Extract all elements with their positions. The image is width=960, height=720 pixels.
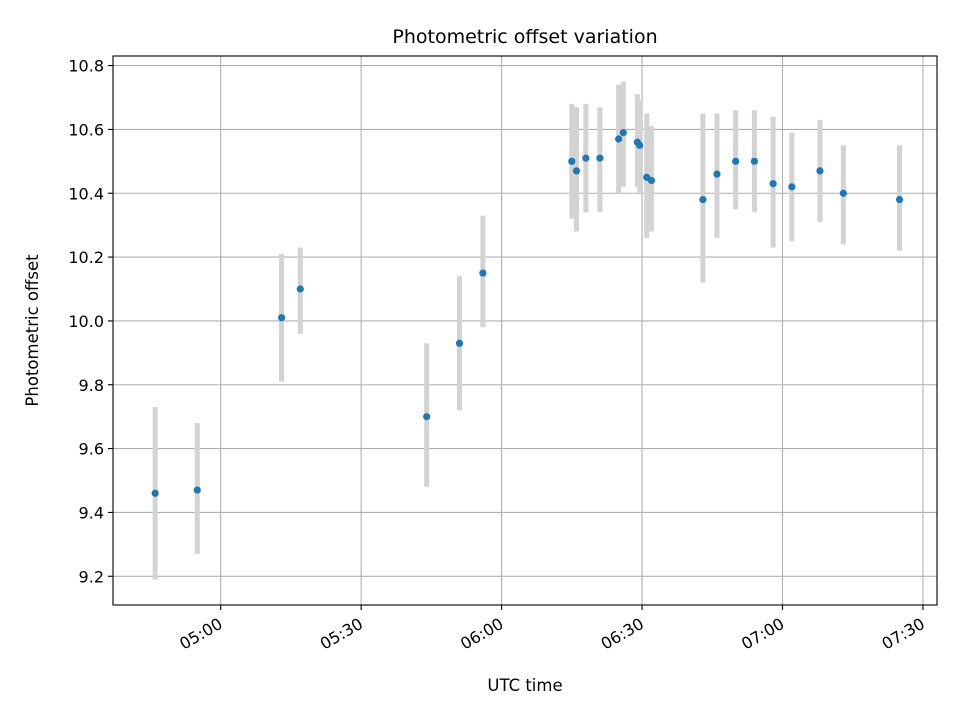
data-point <box>732 157 740 165</box>
chart-title: Photometric offset variation <box>392 26 657 48</box>
data-point <box>296 285 304 293</box>
x-axis-label: UTC time <box>487 676 562 695</box>
data-point <box>568 157 576 165</box>
y-tick-label: 10.6 <box>68 120 104 139</box>
data-point <box>615 135 623 143</box>
y-tick-label: 10.0 <box>68 312 104 331</box>
y-tick-label: 10.2 <box>68 248 104 267</box>
data-point <box>479 269 487 277</box>
data-point <box>839 189 847 197</box>
data-point <box>619 129 627 137</box>
data-point <box>455 339 464 347</box>
y-tick-label: 10.4 <box>68 184 104 203</box>
data-point <box>423 413 431 421</box>
data-point <box>895 196 904 204</box>
y-axis-label: Photometric offset <box>23 254 42 407</box>
grid-lines <box>113 56 937 605</box>
data-point <box>572 167 581 175</box>
y-tick-label: 10.8 <box>68 57 104 76</box>
y-tick-label: 9.4 <box>79 503 104 522</box>
data-point <box>596 154 604 162</box>
y-tick-label: 9.6 <box>79 440 104 459</box>
data-point <box>769 180 777 188</box>
data-point <box>750 157 759 165</box>
data-point <box>788 183 796 191</box>
y-tick-label: 9.2 <box>79 567 104 586</box>
plot-area-frame <box>112 55 938 606</box>
data-point <box>699 196 707 204</box>
data-point <box>193 486 201 494</box>
data-points <box>151 129 904 497</box>
data-point <box>713 170 721 178</box>
data-point <box>816 167 824 175</box>
data-point <box>647 176 656 185</box>
data-point <box>582 154 590 162</box>
data-point <box>636 141 644 149</box>
y-tick-label: 9.8 <box>79 376 104 395</box>
data-point <box>277 314 286 322</box>
data-point <box>151 489 159 497</box>
